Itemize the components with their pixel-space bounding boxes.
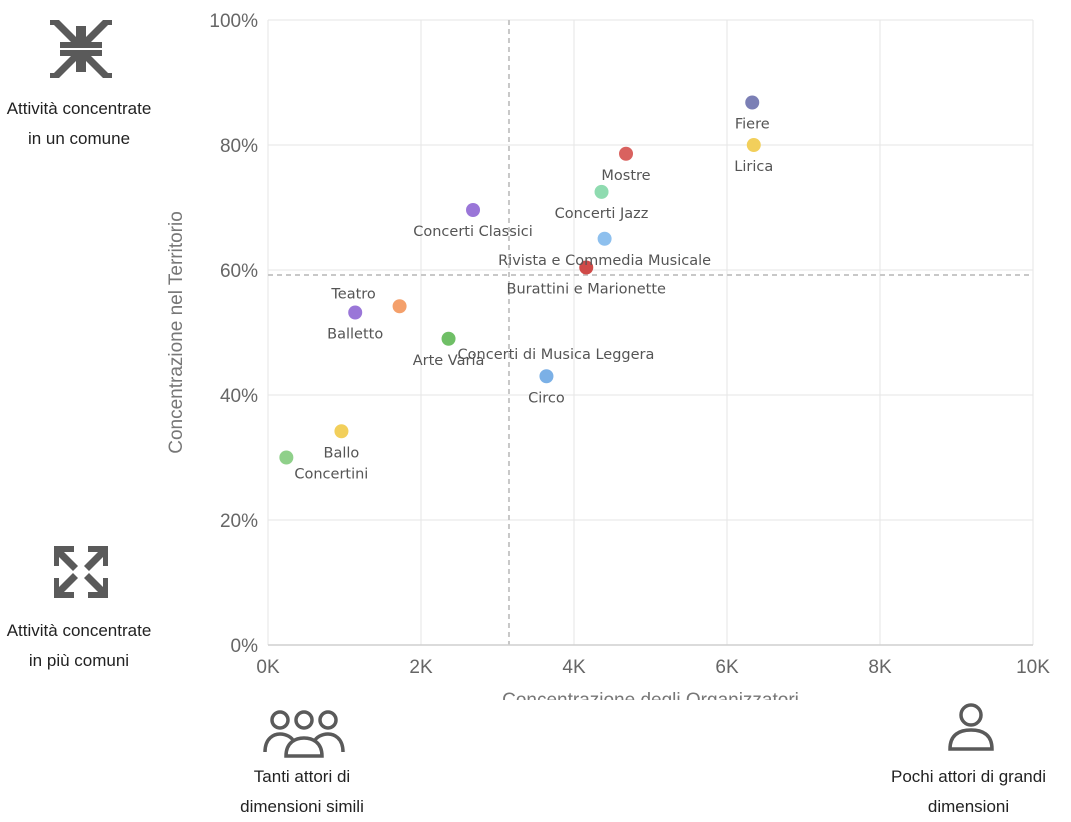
x-tick-label: 10K	[1016, 657, 1050, 678]
right-bottom-caption: Pochi attori di grandi dimensioni	[891, 767, 1046, 816]
data-labels: Fiere Lirica Mostre Concerti Jazz Concerti C…	[294, 117, 773, 483]
single-person-icon	[948, 703, 994, 751]
group-people-icon	[263, 710, 345, 758]
data-label: Concerti di Musica Leggera	[458, 347, 655, 363]
data-label: Rivista e Commedia Musicale	[498, 253, 711, 269]
top-quadrant-caption: Attività concentrate in un comune	[6, 99, 152, 148]
y-tick-label: 100%	[209, 11, 258, 32]
data-point[interactable]	[579, 260, 594, 275]
compress-arrows-icon	[50, 20, 112, 78]
data-point[interactable]	[334, 424, 349, 439]
data-label: Concerti Jazz	[555, 206, 649, 222]
data-label: Burattini e Marionette	[507, 282, 666, 298]
expand-arrows-icon	[54, 546, 108, 598]
y-tick-label: 0%	[231, 636, 259, 657]
y-tick-label: 40%	[220, 386, 258, 407]
reference-lines	[268, 20, 1033, 645]
data-label: Mostre	[601, 168, 650, 184]
data-point[interactable]	[746, 138, 761, 152]
y-tick-label: 20%	[220, 511, 258, 532]
data-label: Fiere	[735, 117, 770, 133]
x-tick-label: 8K	[868, 657, 892, 678]
left-bottom-caption: Tanti attori di dimensioni simili	[240, 767, 364, 816]
data-label: Balletto	[327, 327, 383, 343]
data-label: Concerti Classici	[413, 224, 533, 240]
scatter-chart: 0K 2K 4K 6K 8K 10K 0% 20% 40% 60% 80% 100% Fiere Lir…	[166, 11, 1050, 700]
data-point[interactable]	[348, 305, 363, 320]
y-tick-label: 80%	[220, 136, 258, 157]
data-label: Arte Varia	[413, 353, 485, 369]
x-tick-label: 2K	[409, 657, 433, 678]
data-point[interactable]	[539, 369, 554, 384]
data-label: Concertini	[294, 467, 368, 483]
x-tick-label: 6K	[715, 657, 739, 678]
data-point[interactable]	[279, 450, 294, 465]
data-point[interactable]	[619, 146, 634, 161]
data-label: Teatro	[330, 286, 376, 302]
data-label: Circo	[528, 390, 565, 406]
data-point[interactable]	[597, 231, 612, 246]
bottom-quadrant-caption: Attività concentrate in più comuni	[6, 621, 152, 670]
y-axis-title: Concentrazione nel Territorio	[166, 211, 187, 454]
x-tick-label: 4K	[562, 657, 586, 678]
x-tick-label: 0K	[256, 657, 280, 678]
axes: 0K 2K 4K 6K 8K 10K 0% 20% 40% 60% 80% 100%	[209, 11, 1050, 678]
data-points	[279, 95, 761, 465]
data-point[interactable]	[745, 95, 760, 110]
y-tick-label: 60%	[220, 261, 258, 282]
data-label: Lirica	[734, 159, 773, 175]
data-point[interactable]	[594, 184, 609, 199]
data-point[interactable]	[441, 331, 456, 346]
data-label: Ballo	[324, 445, 360, 461]
x-axis-title: Concentrazione degli Organizzatori	[502, 690, 799, 700]
data-point[interactable]	[392, 299, 407, 314]
data-point[interactable]	[466, 203, 481, 217]
